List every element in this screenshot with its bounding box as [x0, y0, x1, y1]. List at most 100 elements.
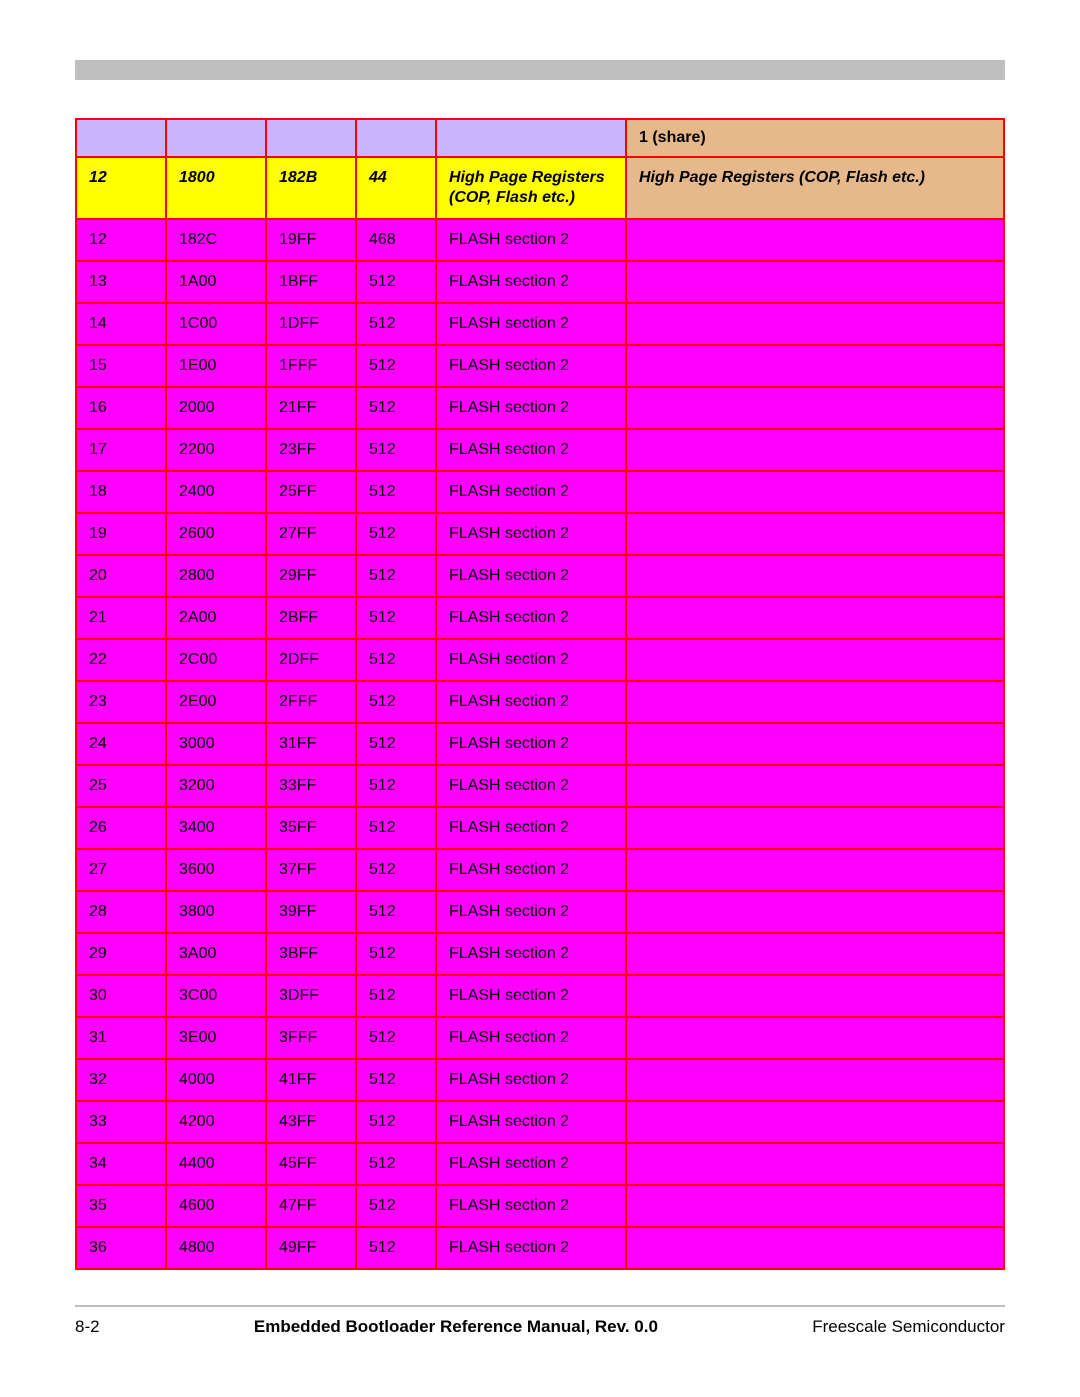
cell-col4: 512 [356, 723, 436, 765]
cell-col2: 3200 [166, 765, 266, 807]
cell-col1: 34 [76, 1143, 166, 1185]
cell-col5: FLASH section 2 [436, 303, 626, 345]
footer-page-number: 8-2 [75, 1317, 100, 1337]
cell-col3: 1FFF [266, 345, 356, 387]
cell-col3: 3DFF [266, 975, 356, 1017]
header-top-col6: 1 (share) [626, 119, 1004, 157]
cell-col5: FLASH section 2 [436, 933, 626, 975]
cell-col4: 512 [356, 261, 436, 303]
cell-col3: 35FF [266, 807, 356, 849]
cell-col1: 31 [76, 1017, 166, 1059]
header-col5: High Page Registers (COP, Flash etc.) [436, 157, 626, 219]
cell-col5: FLASH section 2 [436, 387, 626, 429]
cell-col3: 1BFF [266, 261, 356, 303]
cell-col1: 35 [76, 1185, 166, 1227]
table-row: 26340035FF512FLASH section 2 [76, 807, 1004, 849]
cell-col1: 32 [76, 1059, 166, 1101]
cell-col6 [626, 303, 1004, 345]
cell-col2: 2C00 [166, 639, 266, 681]
footer-company: Freescale Semiconductor [812, 1317, 1005, 1337]
cell-col4: 512 [356, 303, 436, 345]
cell-col3: 19FF [266, 219, 356, 261]
header-top-col4 [356, 119, 436, 157]
table-row: 131A001BFF512FLASH section 2 [76, 261, 1004, 303]
footer-row: 8-2 Embedded Bootloader Reference Manual… [75, 1317, 1005, 1337]
cell-col3: 37FF [266, 849, 356, 891]
cell-col2: 2000 [166, 387, 266, 429]
cell-col3: 2DFF [266, 639, 356, 681]
cell-col5: FLASH section 2 [436, 429, 626, 471]
footer-title: Embedded Bootloader Reference Manual, Re… [254, 1317, 658, 1337]
table-row: 12182C19FF468FLASH section 2 [76, 219, 1004, 261]
cell-col1: 20 [76, 555, 166, 597]
cell-col3: 45FF [266, 1143, 356, 1185]
table-row: 25320033FF512FLASH section 2 [76, 765, 1004, 807]
table-row: 17220023FF512FLASH section 2 [76, 429, 1004, 471]
cell-col3: 29FF [266, 555, 356, 597]
cell-col4: 512 [356, 975, 436, 1017]
cell-col6 [626, 723, 1004, 765]
cell-col2: 2600 [166, 513, 266, 555]
cell-col2: 2400 [166, 471, 266, 513]
cell-col5: FLASH section 2 [436, 1143, 626, 1185]
cell-col4: 512 [356, 933, 436, 975]
footer-line [75, 1305, 1005, 1307]
cell-col4: 512 [356, 891, 436, 933]
table-row: 35460047FF512FLASH section 2 [76, 1185, 1004, 1227]
table-row: 33420043FF512FLASH section 2 [76, 1101, 1004, 1143]
cell-col5: FLASH section 2 [436, 639, 626, 681]
table-row: 151E001FFF512FLASH section 2 [76, 345, 1004, 387]
cell-col4: 512 [356, 1017, 436, 1059]
cell-col4: 512 [356, 681, 436, 723]
cell-col3: 39FF [266, 891, 356, 933]
cell-col3: 21FF [266, 387, 356, 429]
cell-col4: 512 [356, 765, 436, 807]
cell-col1: 29 [76, 933, 166, 975]
cell-col6 [626, 933, 1004, 975]
table-row: 303C003DFF512FLASH section 2 [76, 975, 1004, 1017]
cell-col3: 3BFF [266, 933, 356, 975]
cell-col2: 2800 [166, 555, 266, 597]
cell-col5: FLASH section 2 [436, 1185, 626, 1227]
cell-col6 [626, 1143, 1004, 1185]
cell-col1: 22 [76, 639, 166, 681]
cell-col2: 2200 [166, 429, 266, 471]
cell-col3: 23FF [266, 429, 356, 471]
cell-col3: 47FF [266, 1185, 356, 1227]
table-header-top: 1 (share) [76, 119, 1004, 157]
cell-col6 [626, 681, 1004, 723]
cell-col6 [626, 1101, 1004, 1143]
cell-col2: 3600 [166, 849, 266, 891]
table-row: 141C001DFF512FLASH section 2 [76, 303, 1004, 345]
cell-col4: 512 [356, 471, 436, 513]
cell-col5: FLASH section 2 [436, 891, 626, 933]
cell-col5: FLASH section 2 [436, 1059, 626, 1101]
cell-col3: 3FFF [266, 1017, 356, 1059]
cell-col3: 25FF [266, 471, 356, 513]
cell-col1: 30 [76, 975, 166, 1017]
cell-col3: 1DFF [266, 303, 356, 345]
cell-col6 [626, 219, 1004, 261]
cell-col3: 2BFF [266, 597, 356, 639]
cell-col4: 512 [356, 1185, 436, 1227]
cell-col3: 2FFF [266, 681, 356, 723]
cell-col5: FLASH section 2 [436, 807, 626, 849]
cell-col1: 12 [76, 219, 166, 261]
table-header-yellow: 12 1800 182B 44 High Page Registers (COP… [76, 157, 1004, 219]
table-row: 27360037FF512FLASH section 2 [76, 849, 1004, 891]
cell-col5: FLASH section 2 [436, 471, 626, 513]
cell-col4: 512 [356, 1227, 436, 1269]
cell-col1: 18 [76, 471, 166, 513]
table-row: 212A002BFF512FLASH section 2 [76, 597, 1004, 639]
cell-col4: 512 [356, 345, 436, 387]
cell-col1: 15 [76, 345, 166, 387]
cell-col1: 24 [76, 723, 166, 765]
cell-col3: 41FF [266, 1059, 356, 1101]
header-top-col1 [76, 119, 166, 157]
cell-col2: 3A00 [166, 933, 266, 975]
cell-col1: 25 [76, 765, 166, 807]
table-body: 12182C19FF468FLASH section 2131A001BFF51… [76, 219, 1004, 1269]
cell-col6 [626, 261, 1004, 303]
cell-col1: 19 [76, 513, 166, 555]
cell-col6 [626, 513, 1004, 555]
